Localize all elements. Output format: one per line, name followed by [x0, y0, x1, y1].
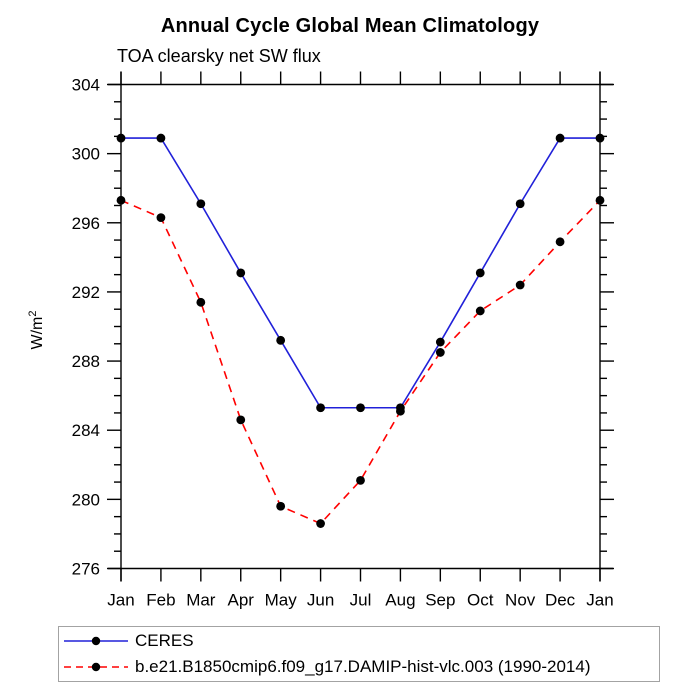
data-point-marker [515, 199, 525, 209]
y-tick-label: 284 [72, 421, 100, 440]
y-tick-label: 280 [72, 490, 100, 509]
y-tick-label: 296 [72, 214, 100, 233]
data-point-marker [356, 403, 365, 413]
y-tick-label: 288 [72, 352, 100, 371]
x-tick-label: Nov [505, 591, 536, 610]
chart-subtitle: TOA clearsky net SW flux [117, 46, 321, 66]
y-axis-title-exponent: 2 [26, 310, 39, 317]
data-point-marker [236, 268, 246, 278]
legend-line-sample-model [64, 663, 128, 672]
legend-row-ceres: CERES [62, 628, 659, 654]
chart-title: Annual Cycle Global Mean Climatology [160, 15, 540, 37]
data-point-marker [515, 280, 525, 290]
y-tick-label: 300 [72, 145, 100, 164]
data-point-marker [156, 133, 166, 143]
y-tick-label: 276 [72, 560, 100, 579]
line-chart-plot-area: Jan Feb Mar Apr May Jun Jul Aug Sep Oct Nov Dec Jan 2… [72, 71, 614, 610]
data-point-marker [555, 237, 565, 247]
data-point-marker [475, 306, 485, 316]
x-tick-label: Feb [146, 591, 175, 610]
x-tick-label: Jan [107, 591, 134, 610]
x-tick-label: Dec [545, 591, 576, 610]
data-point-marker [555, 133, 565, 143]
legend-line-sample-ceres [64, 636, 128, 645]
data-point-marker [156, 213, 166, 223]
y-axis-title-text: W/m [29, 316, 47, 350]
x-tick-label: Jun [307, 591, 334, 610]
y-axis-title: W/m2 [27, 311, 47, 350]
legend-label-ceres: CERES [135, 630, 194, 650]
data-point-marker [116, 195, 126, 205]
x-tick-label: May [265, 591, 298, 610]
data-point-marker [595, 195, 605, 205]
data-point-marker [356, 475, 365, 485]
data-point-marker [236, 415, 246, 425]
x-tick-label: Apr [228, 591, 255, 610]
x-tick-label: Jan [586, 591, 613, 610]
data-point-marker [435, 348, 445, 357]
data-point-marker [435, 337, 445, 347]
data-point-marker [396, 406, 405, 416]
data-point-marker [116, 133, 126, 143]
x-tick-label: Aug [385, 591, 415, 610]
legend-label-model: b.e21.B1850cmip6.f09_g17.DAMIP-hist-vlc.… [135, 657, 591, 677]
x-tick-label: Sep [425, 591, 455, 610]
series-line-ceres [121, 137, 600, 409]
data-point-marker [316, 403, 325, 413]
data-point-marker [316, 519, 325, 528]
x-tick-label: Oct [467, 591, 494, 610]
data-point-marker [475, 268, 485, 278]
x-tick-label: Mar [186, 591, 216, 610]
data-point-marker [595, 133, 605, 143]
y-tick-label: 304 [72, 76, 100, 95]
x-tick-label: Jul [350, 591, 372, 610]
data-point-marker [276, 501, 286, 511]
data-point-marker [196, 199, 206, 209]
legend-sample-marker [91, 663, 101, 672]
data-point-marker [276, 335, 286, 345]
data-point-marker [196, 297, 206, 307]
legend-row-model: b.e21.B1850cmip6.f09_g17.DAMIP-hist-vlc.… [62, 654, 659, 680]
legend-sample-marker [91, 636, 101, 645]
y-tick-label: 292 [72, 283, 100, 302]
legend: CERES b.e21.B1850cmip6.f09_g17.DAMIP-his… [58, 626, 660, 682]
series-line-model [120, 199, 601, 525]
